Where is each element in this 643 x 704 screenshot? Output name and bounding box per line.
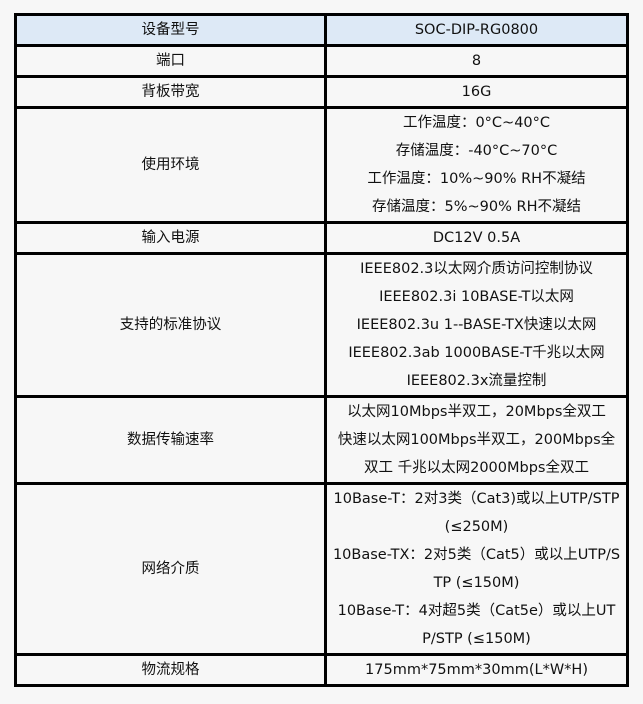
- spec-value-line: IEEE802.3u 1--BASE-TX快速以太网: [356, 317, 597, 333]
- spec-value: 8: [324, 44, 629, 78]
- spec-value-line: TP (≤150M): [433, 575, 520, 591]
- spec-label: 背板带宽: [14, 75, 327, 109]
- spec-row: 使用环境 工作温度：0°C~40°C 存储温度：-40°C~70°C 工作温度：10%…: [14, 106, 629, 224]
- spec-value-line: 存储温度：-40°C~70°C: [395, 143, 558, 159]
- spec-label: 设备型号: [14, 13, 327, 47]
- spec-value: 工作温度：0°C~40°C 存储温度：-40°C~70°C 工作温度：10%~90%…: [324, 106, 629, 224]
- spec-value: 以太网10Mbps半双工，20Mbps全双工 快速以太网100Mbps半双工，20…: [324, 395, 629, 485]
- spec-value-line: 10Base-T：4对超5类（Cat5e）或以上UT: [337, 603, 616, 619]
- spec-label: 数据传输速率: [14, 395, 327, 485]
- spec-row: 设备型号 SOC-DIP-RG0800: [14, 13, 629, 47]
- spec-value-line: 双工 千兆以太网2000Mbps全双工: [364, 460, 589, 476]
- spec-label: 物流规格: [14, 653, 327, 687]
- spec-value-line: 16G: [461, 84, 492, 100]
- spec-value-line: 工作温度：10%~90% RH不凝结: [367, 171, 586, 187]
- spec-label: 端口: [14, 44, 327, 78]
- spec-value-line: 存储温度：5%~90% RH不凝结: [372, 199, 581, 215]
- spec-value-line: 8: [471, 53, 482, 69]
- spec-value-line: 快速以太网100Mbps半双工，200Mbps全: [337, 432, 616, 448]
- spec-value: 10Base-T：2对3类（Cat3)或以上UTP/STP (≤250M) 10Ba…: [324, 482, 629, 656]
- spec-value-line: 10Base-T：2对3类（Cat3)或以上UTP/STP: [333, 491, 620, 507]
- spec-value: 16G: [324, 75, 629, 109]
- spec-value-line: IEEE802.3ab 1000BASE-T千兆以太网: [348, 345, 605, 361]
- spec-label: 使用环境: [14, 106, 327, 224]
- spec-value-line: P/STP (≤150M): [422, 631, 531, 647]
- spec-value: DC12V 0.5A: [324, 221, 629, 255]
- spec-row: 数据传输速率 以太网10Mbps半双工，20Mbps全双工 快速以太网100Mbps…: [14, 395, 629, 485]
- spec-row: 输入电源 DC12V 0.5A: [14, 221, 629, 255]
- spec-row: 端口 8: [14, 44, 629, 78]
- spec-label: 支持的标准协议: [14, 252, 327, 398]
- spec-label: 输入电源: [14, 221, 327, 255]
- spec-value-line: 以太网10Mbps半双工，20Mbps全双工: [347, 404, 606, 420]
- spec-value-line: DC12V 0.5A: [432, 230, 521, 246]
- spec-value: SOC-DIP-RG0800: [324, 13, 629, 47]
- spec-row: 背板带宽 16G: [14, 75, 629, 109]
- spec-value-line: 175mm*75mm*30mm(L*W*H): [365, 662, 588, 678]
- spec-row: 网络介质 10Base-T：2对3类（Cat3)或以上UTP/STP (≤250M)…: [14, 482, 629, 656]
- spec-value-line: IEEE802.3x流量控制: [406, 373, 547, 389]
- spec-row: 支持的标准协议 IEEE802.3以太网介质访问控制协议 IEEE802.3i 10…: [14, 252, 629, 398]
- spec-value: 175mm*75mm*30mm(L*W*H): [324, 653, 629, 687]
- spec-value-line: (≤250M): [444, 519, 509, 535]
- spec-value: IEEE802.3以太网介质访问控制协议 IEEE802.3i 10BASE-T以…: [324, 252, 629, 398]
- spec-row: 物流规格 175mm*75mm*30mm(L*W*H): [14, 653, 629, 687]
- spec-label: 网络介质: [14, 482, 327, 656]
- spec-value-line: IEEE802.3i 10BASE-T以太网: [379, 289, 574, 305]
- spec-table: 设备型号 SOC-DIP-RG0800 端口 8 背板带宽 16G 使用环境 工作温度：0°C…: [14, 13, 629, 687]
- spec-value-line: SOC-DIP-RG0800: [414, 22, 539, 38]
- spec-value-line: IEEE802.3以太网介质访问控制协议: [360, 261, 593, 277]
- spec-value-line: 工作温度：0°C~40°C: [402, 115, 551, 131]
- spec-value-line: 10Base-TX：2对5类（Cat5）或以上UTP/S: [332, 547, 621, 563]
